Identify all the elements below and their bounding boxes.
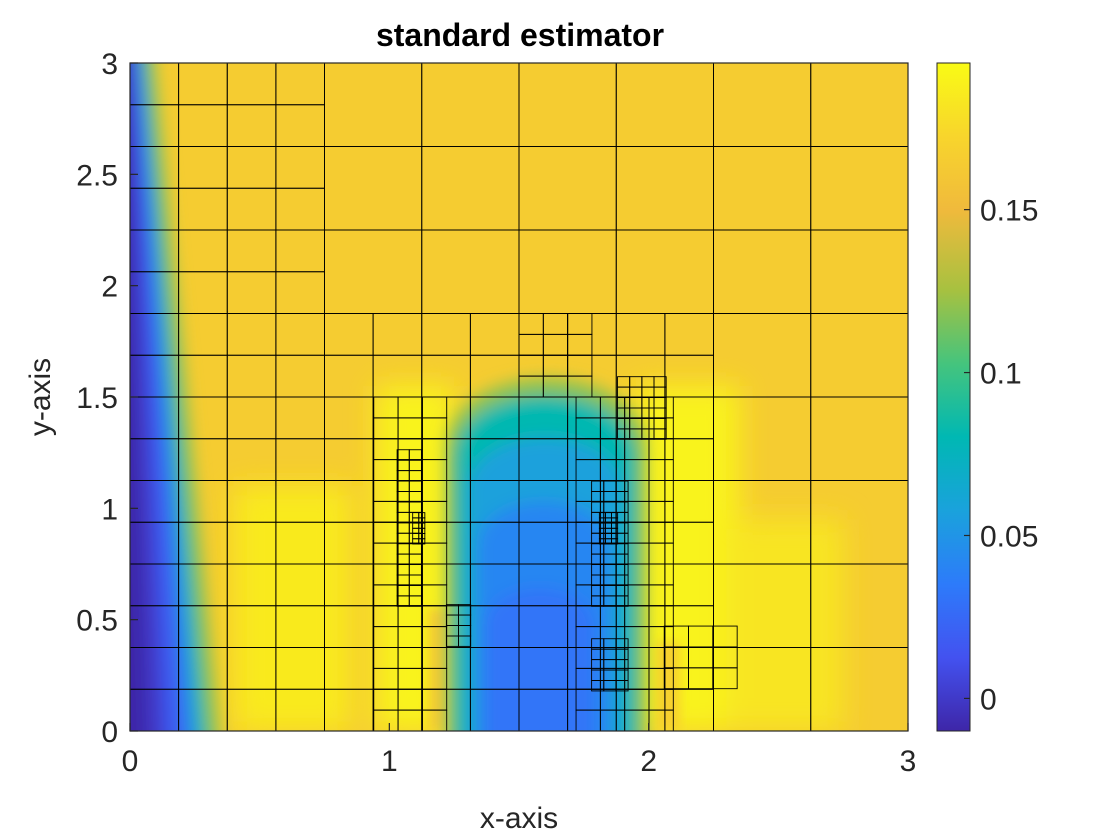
x-axis-label: x-axis [480,802,558,835]
field-orange-stripes [428,608,680,731]
y-tick-label: 0.5 [76,605,118,638]
mesh-cell [408,449,422,461]
mesh-cell [421,396,448,419]
mesh-cell [648,396,674,419]
mesh-cell [615,638,629,650]
mesh-cell [712,625,738,648]
x-tick-label: 2 [640,745,657,778]
adaptive-mesh [130,63,908,731]
y-tick-label: 3 [101,48,118,81]
mesh-cell [567,313,593,335]
y-tick-label: 1 [101,493,118,526]
mesh-cell [615,480,629,492]
mesh-cell [611,512,619,519]
chart-title: standard estimator [376,17,664,53]
mesh-cell [275,63,325,106]
colorbar-tick-label: 0 [980,683,997,716]
colorbar-tick-label: 0.05 [980,520,1038,553]
colorbar-tick-label: 0.15 [980,195,1038,228]
mesh-cell [418,512,426,519]
x-tick-label: 3 [900,745,917,778]
x-tick-label: 1 [381,745,398,778]
field-yellow-bands [233,385,844,731]
mesh-cell [810,63,908,147]
colorbar-ticks: 0 0.05 0.1 0.15 [964,195,1038,716]
y-tick-label: 2 [101,271,118,304]
y-tick-label: 0 [101,716,118,749]
mesh-cell [458,604,472,616]
y-axis-ticks: 0 0.5 1 1.5 2 2.5 3 [76,48,138,749]
mesh-cell [653,376,667,388]
y-axis-label: y-axis [24,358,57,436]
x-axis-ticks: 0 1 2 3 [122,723,917,778]
mesh-cell [810,313,908,398]
colorbar-tick-label: 0.1 [980,358,1022,391]
y-tick-label: 2.5 [76,159,118,192]
mesh-cell [664,313,714,356]
y-tick-label: 1.5 [76,382,118,415]
x-tick-label: 0 [122,745,139,778]
colorbar [936,62,971,732]
